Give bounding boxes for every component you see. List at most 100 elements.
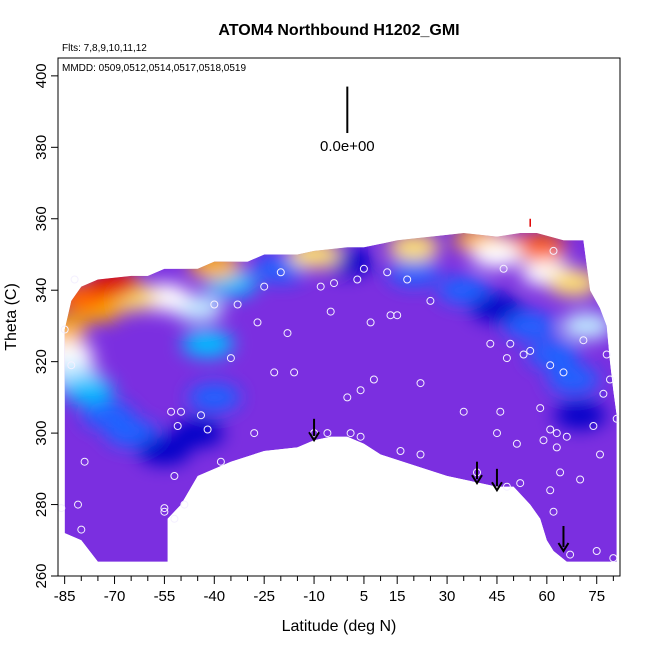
sample-point (383, 268, 392, 277)
sample-point (486, 339, 495, 348)
sample-point (556, 468, 565, 477)
sample-point (596, 450, 604, 459)
sample-point (599, 389, 608, 398)
field-cell (547, 269, 600, 298)
field-cell (171, 419, 224, 448)
sample-point (539, 436, 548, 445)
sample-point (552, 429, 561, 438)
x-tick-label: 45 (489, 588, 506, 605)
field-cell (88, 269, 141, 298)
y-tick-label: 260 (33, 563, 50, 588)
x-tick-label: 30 (439, 588, 456, 605)
y-tick-label: 400 (33, 63, 50, 88)
sample-point (77, 525, 86, 534)
y-tick-label: 320 (33, 349, 50, 374)
sample-point (612, 414, 620, 423)
dates-annotation: MMDD: 0509,0512,0514,0517,0518,0519 (62, 63, 246, 74)
sample-point (270, 368, 279, 377)
sample-point (559, 368, 568, 377)
field-cell (504, 311, 557, 340)
sample-point (160, 507, 169, 516)
sample-point (512, 439, 521, 448)
sample-point (609, 554, 618, 563)
sample-point (70, 275, 79, 284)
field-cell (188, 383, 241, 412)
scale-label: 0.0e+00 (320, 138, 375, 155)
sample-point (316, 282, 325, 291)
sample-point (74, 500, 82, 509)
x-tick-label: -10 (303, 588, 325, 605)
sample-point (549, 246, 558, 255)
arrow-head (308, 431, 320, 443)
sample-point (579, 336, 588, 345)
sample-point (546, 425, 555, 434)
sample-point (180, 500, 189, 509)
x-tick-label: -70 (104, 588, 126, 605)
field-cell (138, 437, 191, 465)
x-tick-label: -55 (154, 588, 176, 605)
sample-point (602, 350, 611, 359)
y-tick-label: 380 (33, 135, 50, 160)
x-axis-label: Latitude (deg N) (282, 618, 397, 635)
sample-point (170, 472, 179, 480)
sample-point (290, 368, 299, 377)
sample-point (546, 361, 555, 370)
arrow-head (557, 542, 570, 553)
field-cell (527, 340, 580, 369)
direction-arrows (308, 218, 570, 553)
sample-point (416, 379, 425, 388)
sample-point (250, 429, 259, 438)
sample-point (403, 275, 412, 284)
field-cell (554, 401, 607, 430)
field-cell (64, 376, 114, 405)
sample-point (330, 279, 338, 288)
sample-point (326, 307, 335, 316)
x-tick-label: -85 (54, 588, 76, 605)
sample-point (369, 375, 378, 384)
sample-point (346, 429, 355, 438)
sample-point (160, 504, 169, 513)
sample-point (393, 311, 402, 320)
sample-point (197, 411, 205, 420)
x-tick-label: 15 (389, 588, 406, 605)
sample-point (323, 429, 332, 438)
sample-point (356, 432, 365, 441)
sample-point (552, 443, 561, 452)
sample-point (167, 407, 176, 416)
field-cell (181, 329, 234, 358)
sample-point (589, 422, 598, 430)
sample-point (493, 429, 501, 438)
sample-point (606, 375, 614, 384)
sample-point (177, 407, 185, 416)
sample-point (499, 264, 508, 273)
sample-point (366, 318, 375, 327)
sample-point (549, 507, 558, 516)
sample-point (58, 504, 66, 513)
sample-point (496, 407, 505, 416)
sample-point (546, 486, 555, 495)
sample-point (506, 339, 515, 348)
field-cell (437, 276, 490, 305)
x-tick-label: 75 (588, 588, 605, 605)
x-axis: -85 -70 -55 -40 -25 -10 5 15 30 45 60 75 (54, 575, 614, 605)
sample-point (356, 386, 365, 395)
scale-bar: 0.0e+00 (320, 86, 375, 155)
sample-point (416, 450, 425, 459)
sample-point (216, 457, 225, 466)
field-cell (547, 365, 600, 394)
y-tick-label: 340 (33, 278, 50, 303)
sample-point (576, 475, 585, 484)
sample-point (173, 422, 182, 430)
sample-point (396, 447, 405, 455)
sample-point (60, 325, 69, 334)
sample-point (170, 514, 179, 523)
sample-point (459, 407, 468, 416)
sample-point (353, 275, 362, 284)
chart-title: ATOM4 Northbound H1202_GMI (218, 22, 459, 39)
sample-point (516, 479, 525, 488)
field-cell (105, 419, 158, 448)
sample-point (359, 264, 368, 273)
arrow-head (491, 481, 503, 493)
x-tick-label: 60 (538, 588, 555, 605)
field-cell (64, 340, 94, 369)
